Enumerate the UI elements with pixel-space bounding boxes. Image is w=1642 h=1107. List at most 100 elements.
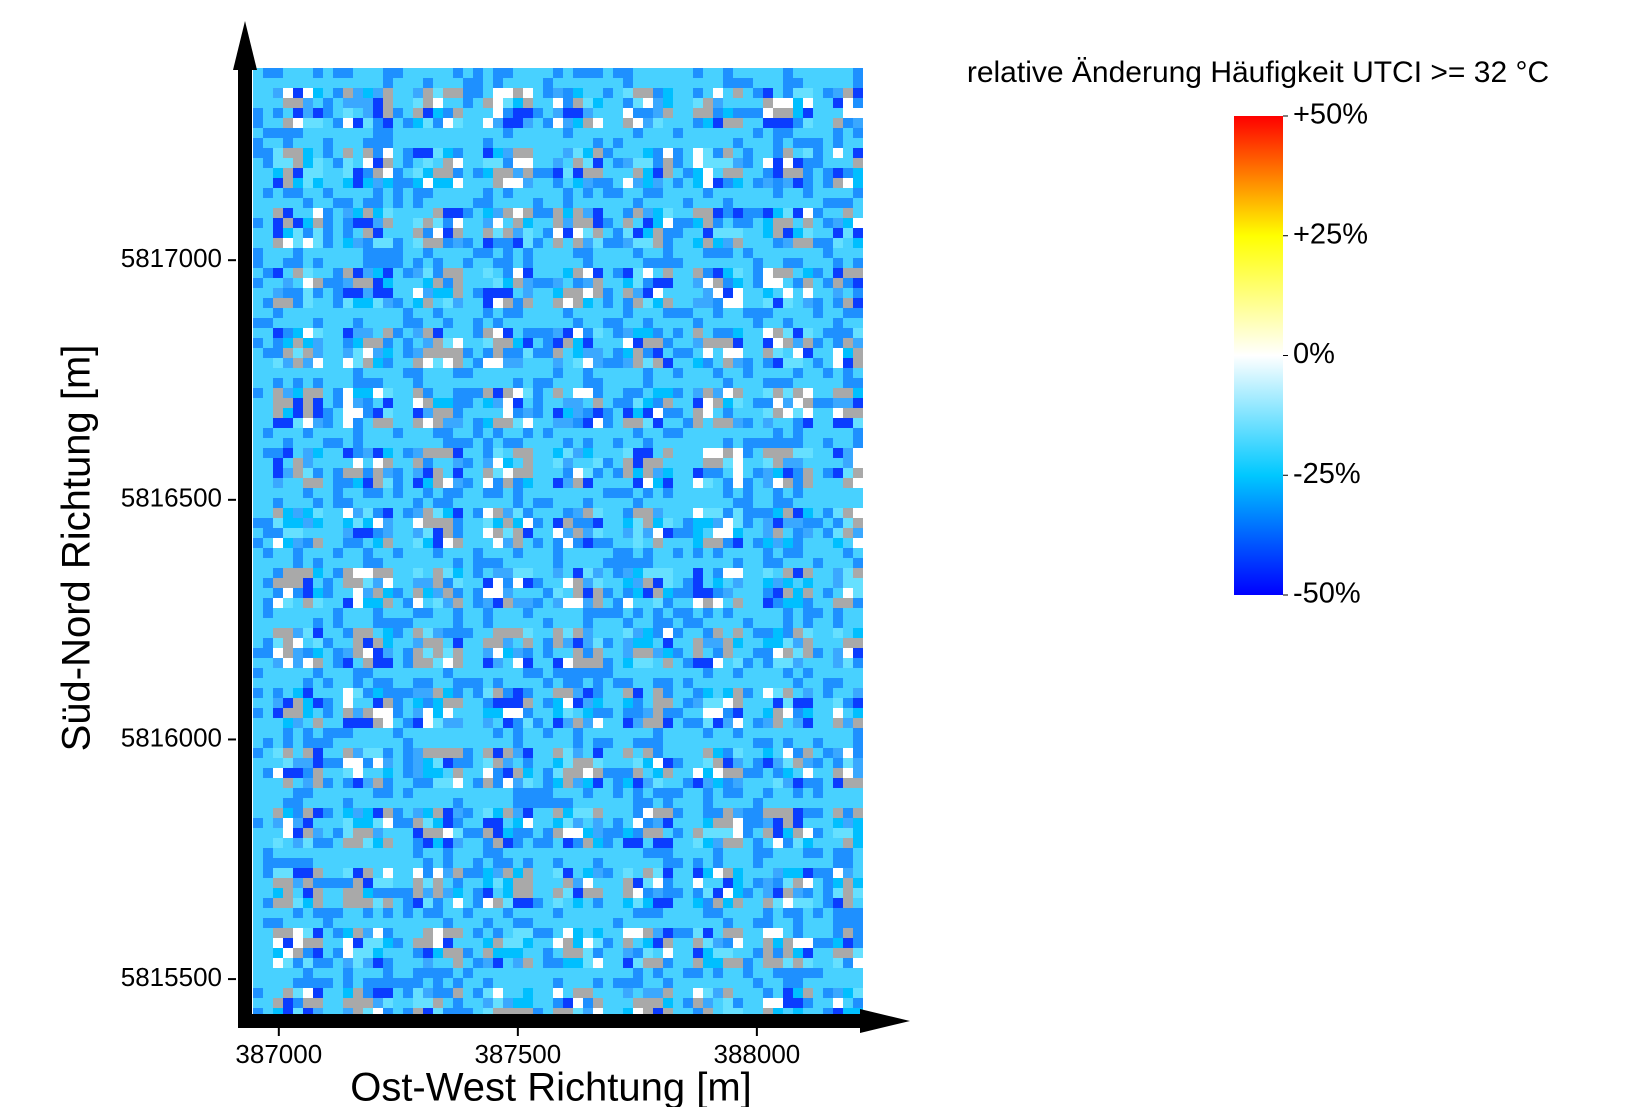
map-cell — [783, 828, 793, 838]
map-cell — [773, 668, 783, 678]
map-cell — [803, 728, 813, 738]
map-cell — [633, 478, 643, 488]
map-cell — [253, 728, 263, 738]
map-cell — [523, 648, 533, 658]
map-cell — [433, 248, 443, 258]
map-cell — [763, 388, 773, 398]
map-cell — [523, 328, 533, 338]
map-cell — [593, 758, 603, 768]
map-cell — [613, 388, 623, 398]
map-cell — [343, 378, 353, 388]
map-cell — [723, 728, 733, 738]
map-cell — [783, 308, 793, 318]
map-cell — [703, 398, 713, 408]
map-cell — [523, 718, 533, 728]
map-cell — [553, 338, 563, 348]
map-cell — [603, 858, 613, 868]
map-cell — [533, 388, 543, 398]
map-cell — [263, 238, 273, 248]
map-cell — [633, 408, 643, 418]
map-cell — [303, 138, 313, 148]
map-cell — [263, 448, 273, 458]
map-cell — [383, 258, 393, 268]
map-cell — [843, 638, 853, 648]
map-cell — [613, 218, 623, 228]
map-cell — [383, 208, 393, 218]
map-cell — [473, 268, 483, 278]
map-cell — [453, 428, 463, 438]
map-cell — [333, 438, 343, 448]
map-cell — [713, 638, 723, 648]
map-cell — [843, 528, 853, 538]
map-cell — [253, 818, 263, 828]
map-cell — [603, 108, 613, 118]
map-cell — [483, 778, 493, 788]
map-cell — [573, 708, 583, 718]
map-cell — [623, 838, 633, 848]
map-cell — [653, 488, 663, 498]
map-cell — [453, 528, 463, 538]
map-cell — [283, 668, 293, 678]
map-cell — [333, 588, 343, 598]
map-cell — [563, 718, 573, 728]
map-cell — [613, 148, 623, 158]
map-cell — [563, 278, 573, 288]
map-cell — [813, 798, 823, 808]
map-cell — [733, 548, 743, 558]
map-cell — [623, 418, 633, 428]
map-cell — [663, 508, 673, 518]
map-cell — [753, 148, 763, 158]
map-cell — [853, 238, 863, 248]
map-cell — [823, 558, 833, 568]
map-cell — [693, 428, 703, 438]
map-cell — [323, 738, 333, 748]
map-cell — [723, 148, 733, 158]
map-cell — [753, 168, 763, 178]
map-cell — [413, 718, 423, 728]
map-cell — [363, 438, 373, 448]
map-cell — [723, 608, 733, 618]
map-cell — [253, 828, 263, 838]
map-cell — [633, 368, 643, 378]
map-cell — [743, 118, 753, 128]
map-cell — [803, 138, 813, 148]
map-cell — [543, 668, 553, 678]
map-cell — [753, 818, 763, 828]
map-cell — [843, 598, 853, 608]
map-cell — [663, 608, 673, 618]
map-cell — [393, 108, 403, 118]
map-cell — [373, 458, 383, 468]
map-cell — [253, 278, 263, 288]
map-cell — [563, 328, 573, 338]
map-cell — [753, 858, 763, 868]
map-cell — [423, 588, 433, 598]
map-cell — [673, 778, 683, 788]
map-cell — [343, 388, 353, 398]
map-cell — [583, 188, 593, 198]
map-cell — [693, 248, 703, 258]
map-cell — [823, 838, 833, 848]
map-cell — [433, 778, 443, 788]
map-cell — [543, 448, 553, 458]
map-cell — [743, 378, 753, 388]
map-cell — [623, 768, 633, 778]
map-cell — [703, 538, 713, 548]
map-cell — [763, 408, 773, 418]
map-cell — [483, 548, 493, 558]
map-cell — [443, 868, 453, 878]
map-cell — [833, 268, 843, 278]
map-cell — [533, 608, 543, 618]
map-cell — [333, 128, 343, 138]
map-cell — [333, 618, 343, 628]
map-cell — [563, 478, 573, 488]
map-cell — [593, 408, 603, 418]
map-cell — [253, 188, 263, 198]
map-cell — [413, 128, 423, 138]
map-cell — [633, 828, 643, 838]
map-cell — [813, 838, 823, 848]
map-cell — [843, 648, 853, 658]
map-cell — [593, 828, 603, 838]
map-cell — [563, 518, 573, 528]
map-cell — [373, 138, 383, 148]
map-cell — [603, 88, 613, 98]
